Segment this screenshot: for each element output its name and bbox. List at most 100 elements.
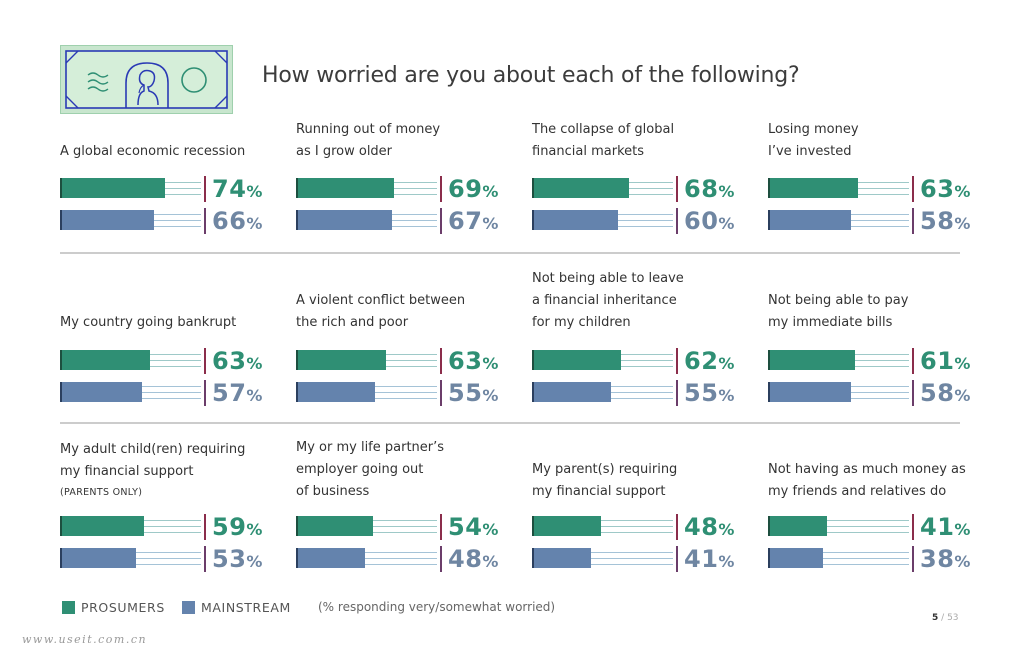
percent-sign: % [482, 520, 499, 539]
bar-track-line [768, 558, 909, 559]
prosumers-bar [60, 516, 144, 536]
prosumers-bar [768, 178, 858, 198]
percent-sign: % [246, 552, 263, 571]
item-label-line: my financial support [532, 484, 666, 499]
prosumers-bar-row: 59% [60, 513, 270, 541]
prosumers-value-label: 74% [212, 175, 263, 203]
prosumers-bar-row: 74% [60, 175, 270, 203]
mainstream-bar-end-tick [912, 546, 914, 572]
mainstream-bar [296, 548, 365, 568]
mainstream-bar-track [532, 549, 673, 569]
percent-sign: % [954, 520, 971, 539]
item-label-note: (PARENTS ONLY) [60, 487, 143, 498]
prosumers-bar-end-tick [912, 176, 914, 202]
mainstream-bar-row: 58% [768, 207, 978, 235]
item-label-line: a financial inheritance [532, 293, 677, 308]
mainstream-value: 41 [684, 545, 719, 573]
item-label-line: Not having as much money as [768, 462, 966, 477]
bar-track-line [768, 552, 909, 553]
bar-track-line [532, 526, 673, 527]
percent-sign: % [482, 552, 499, 571]
mainstream-bar-end-tick [676, 208, 678, 234]
bar-track-line [768, 532, 909, 533]
item-label-line: A violent conflict between [296, 293, 466, 308]
prosumers-bar-end-tick [676, 348, 678, 374]
item-label-line: as I grow older [296, 144, 393, 159]
mainstream-value-label: 57% [212, 379, 263, 407]
mainstream-bar-end-tick [204, 208, 206, 234]
legend-note: (% responding very/somewhat worried) [318, 600, 556, 614]
percent-sign: % [954, 386, 971, 405]
percent-sign: % [954, 354, 971, 373]
item-label: Running out of money as I grow older [296, 119, 440, 163]
prosumers-bar [768, 350, 855, 370]
percent-sign: % [718, 214, 735, 233]
percent-sign: % [718, 354, 735, 373]
mainstream-bar [296, 382, 375, 402]
row-divider [60, 422, 960, 424]
mainstream-bar-track [296, 549, 437, 569]
item-label-line: my friends and relatives do [768, 484, 947, 499]
mainstream-bar-track [768, 549, 909, 569]
page-title: How worried are you about each of the fo… [262, 63, 800, 88]
item-label-line: Running out of money [296, 122, 441, 137]
item-label-line: the rich and poor [296, 315, 409, 330]
mainstream-value: 58 [920, 379, 955, 407]
percent-sign: % [482, 354, 499, 373]
item-label: My or my life partner’s employer going ou… [296, 437, 444, 503]
mainstream-bar [60, 210, 154, 230]
percent-sign: % [954, 552, 971, 571]
item-label: A violent conflict between the rich and p… [296, 290, 465, 334]
item-label-line: financial markets [532, 144, 645, 159]
item-label-line: My or my life partner’s [296, 440, 445, 455]
item-label-line: Not being able to pay [768, 293, 909, 308]
prosumers-bar-row: 69% [296, 175, 506, 203]
mainstream-bar-end-tick [204, 546, 206, 572]
mainstream-bar-row: 58% [768, 379, 978, 407]
percent-sign: % [246, 386, 263, 405]
prosumers-bar-row: 61% [768, 347, 978, 375]
prosumers-value: 54 [448, 513, 483, 541]
mainstream-value-label: 55% [448, 379, 499, 407]
prosumers-value: 63 [448, 347, 483, 375]
mainstream-bar-row: 60% [532, 207, 742, 235]
prosumers-value: 74 [212, 175, 247, 203]
mainstream-value-label: 60% [684, 207, 735, 235]
prosumers-bar [532, 178, 629, 198]
page-current: 5 [932, 613, 939, 623]
bar-track-line [768, 520, 909, 521]
mainstream-bar-row: 55% [532, 379, 742, 407]
mainstream-value-label: 53% [212, 545, 263, 573]
mainstream-bar [768, 382, 851, 402]
mainstream-bar-row: 67% [296, 207, 506, 235]
bar-track-line [532, 558, 673, 559]
mainstream-value-label: 58% [920, 207, 971, 235]
prosumers-bar-row: 62% [532, 347, 742, 375]
row-divider [60, 252, 960, 254]
prosumers-value: 59 [212, 513, 247, 541]
mainstream-value-label: 41% [684, 545, 735, 573]
mainstream-bar-row: 55% [296, 379, 506, 407]
prosumers-value-label: 69% [448, 175, 499, 203]
mainstream-value-label: 38% [920, 545, 971, 573]
mainstream-bar-end-tick [204, 380, 206, 406]
bar-track-line [532, 552, 673, 553]
prosumers-value-label: 41% [920, 513, 971, 541]
prosumers-bar-end-tick [204, 176, 206, 202]
prosumers-bar-track [532, 517, 673, 537]
percent-sign: % [482, 386, 499, 405]
item-label-line: employer going out [296, 462, 424, 477]
prosumers-bar-row: 63% [296, 347, 506, 375]
mainstream-bar-row: 66% [60, 207, 270, 235]
prosumers-value-label: 59% [212, 513, 263, 541]
prosumers-bar [296, 350, 386, 370]
mainstream-bar-end-tick [676, 546, 678, 572]
prosumers-bar [768, 516, 827, 536]
prosumers-bar [532, 350, 621, 370]
mainstream-bar [532, 548, 591, 568]
percent-sign: % [246, 182, 263, 201]
mainstream-bar [60, 382, 142, 402]
legend-prosumers-swatch [62, 601, 75, 614]
percent-sign: % [718, 520, 735, 539]
prosumers-bar-end-tick [440, 176, 442, 202]
